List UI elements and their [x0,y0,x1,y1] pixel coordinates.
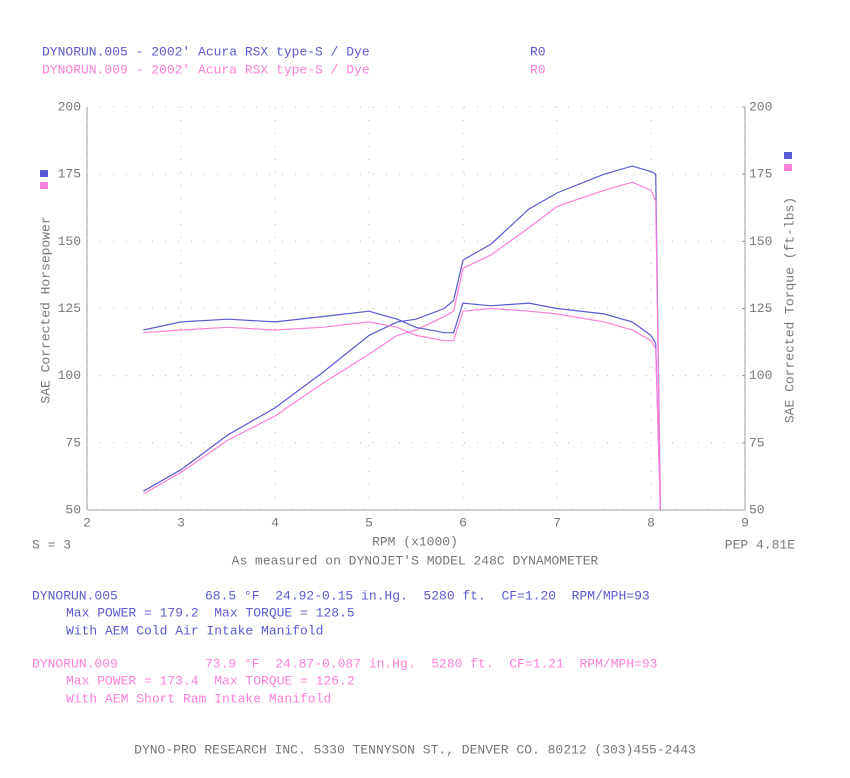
run-conditions: 73.9 °F 24.87-0.087 in.Hg. 5280 ft. CF=1… [205,656,657,671]
x-tick-label: 5 [365,515,373,530]
run-conditions: 68.5 °F 24.92-0.15 in.Hg. 5280 ft. CF=1.… [205,588,650,603]
x-axis-label: RPM (x1000) [372,534,458,549]
y-tick-label: 125 [58,301,81,316]
y2-axis-label: SAE Corrected Torque (ft-lbs) [782,197,797,423]
header-title: DYNORUN.005 - 2002' Acura RSX type-S / D… [42,44,370,59]
series-line [143,165,661,511]
y2-tick-label: 150 [749,234,772,249]
legend-swatch [784,164,792,171]
run-setup: With AEM Cold Air Intake Manifold [66,623,323,638]
y-tick-label: 175 [58,167,81,182]
x-tick-label: 4 [271,515,279,530]
x-tick-label: 3 [177,515,185,530]
y2-tick-label: 175 [749,167,772,182]
legend-swatch [40,170,48,177]
series-line [143,302,661,511]
code: PEP 4.81E [725,537,795,552]
x-tick-label: 2 [83,515,91,530]
y2-tick-label: 200 [749,99,772,114]
legend-swatch [40,182,48,189]
x-tick-label: 6 [459,515,467,530]
y-tick-label: 50 [65,502,81,517]
header-title: DYNORUN.009 - 2002' Acura RSX type-S / D… [42,62,370,77]
series-line [143,307,661,511]
y2-tick-label: 100 [749,368,772,383]
run-max: Max POWER = 173.4 Max TORQUE = 126.2 [66,673,355,688]
y-tick-label: 100 [58,368,81,383]
y-tick-label: 200 [58,99,81,114]
header-code: R0 [530,62,546,77]
run-setup: With AEM Short Ram Intake Manifold [66,691,331,706]
run-name: DYNORUN.005 [32,588,118,603]
y-tick-label: 75 [65,435,81,450]
run-max: Max POWER = 179.2 Max TORQUE = 128.5 [66,605,355,620]
y2-tick-label: 50 [749,502,765,517]
y2-tick-label: 125 [749,301,772,316]
legend-swatch [784,152,792,159]
x-tick-label: 8 [647,515,655,530]
run-name: DYNORUN.009 [32,656,118,671]
x-tick-label: 7 [553,515,561,530]
y-tick-label: 150 [58,234,81,249]
smoothing: S = 3 [32,537,71,552]
x-tick-label: 9 [741,515,749,530]
series-line [143,181,661,511]
note: As measured on DYNOJET'S MODEL 248C DYNA… [232,553,599,568]
y-axis-label: SAE Corrected Horsepower [38,216,53,403]
header-code: R0 [530,44,546,59]
y2-tick-label: 75 [749,435,765,450]
footer: DYNO-PRO RESEARCH INC. 5330 TENNYSON ST.… [134,742,696,757]
